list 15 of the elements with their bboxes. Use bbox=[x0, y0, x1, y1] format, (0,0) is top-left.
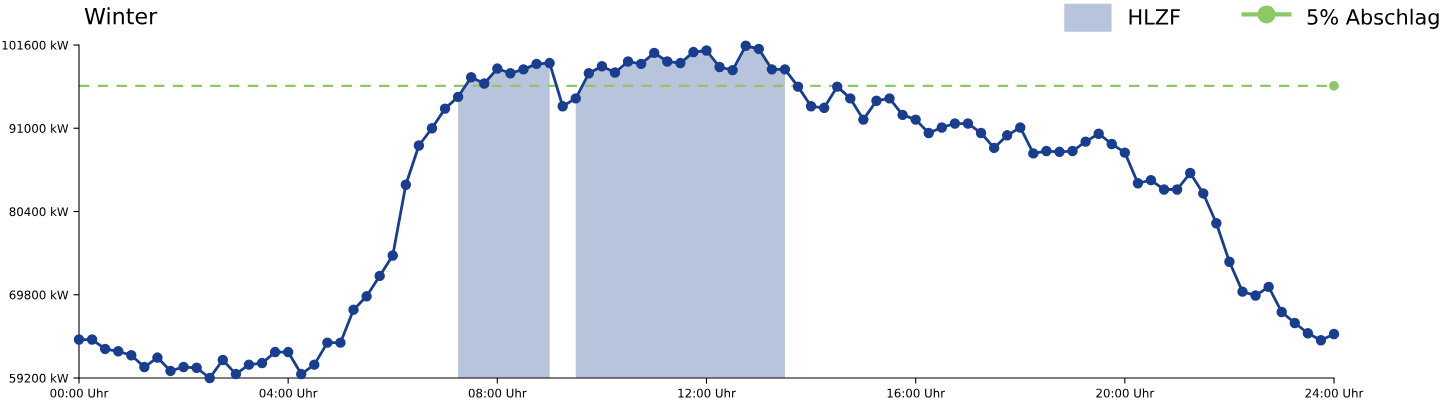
x-tick-label: 08:00 Uhr bbox=[468, 388, 527, 398]
x-tick-label: 00:00 Uhr bbox=[50, 388, 109, 398]
y-tick-label: 69800 kW bbox=[9, 290, 69, 300]
x-tick-label: 24:00 Uhr bbox=[1305, 388, 1364, 398]
x-tick-label: 04:00 Uhr bbox=[259, 388, 318, 398]
x-tick-label: 16:00 Uhr bbox=[887, 388, 946, 398]
y-tick-label: 80400 kW bbox=[9, 207, 69, 217]
chart-title: Winter bbox=[84, 7, 158, 25]
legend-label: HLZF bbox=[1129, 9, 1180, 25]
y-tick-label: 59200 kW bbox=[9, 373, 69, 383]
x-tick-label: 20:00 Uhr bbox=[1096, 388, 1155, 398]
y-tick-label: 91000 kW bbox=[9, 123, 69, 133]
x-tick-label: 12:00 Uhr bbox=[678, 388, 736, 398]
legend-label: 5% Abschlag bbox=[1307, 8, 1439, 29]
y-tick-label: 101600 kW bbox=[2, 40, 69, 50]
